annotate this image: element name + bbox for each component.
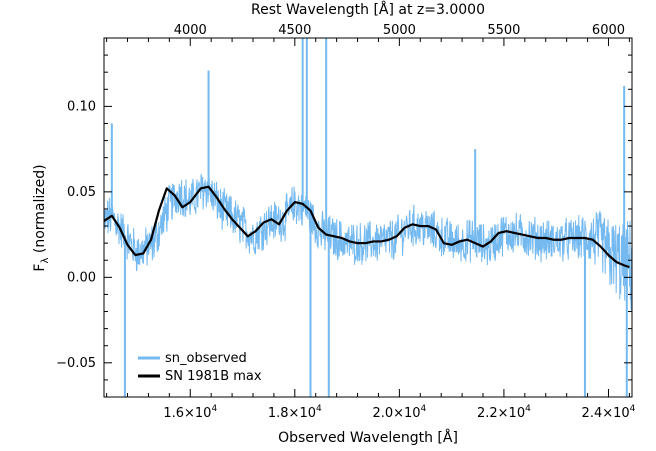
top-axis-title: Rest Wavelength [Å] at z=3.0000 <box>251 1 485 18</box>
x-axis-title: Observed Wavelength [Å] <box>278 429 458 446</box>
y-tick-label: 0.05 <box>67 185 96 200</box>
x-tick-label: 2.0×104 <box>372 404 426 421</box>
y-tick-label: −0.05 <box>56 356 96 371</box>
top-tick-label: 4500 <box>278 23 311 38</box>
series-sn-1981b-max <box>104 185 630 269</box>
x-tick-label: 2.2×104 <box>477 404 531 421</box>
top-tick-label: 6000 <box>592 23 625 38</box>
x-tick-label: 1.6×104 <box>163 404 217 421</box>
legend: sn_observed SN 1981B max <box>138 351 262 384</box>
legend-label-sn-observed: sn_observed <box>165 351 247 366</box>
y-axis-title-main: F <box>32 264 48 272</box>
legend-label-sn-1981b: SN 1981B max <box>165 369 262 384</box>
y-tick-label: 0.00 <box>67 270 96 285</box>
series-sn-observed <box>104 174 632 311</box>
plot-area <box>103 37 633 398</box>
plot-frame <box>103 37 633 398</box>
x-tick-label: 2.4×104 <box>582 404 636 421</box>
top-tick-label: 5500 <box>487 23 520 38</box>
y-axis-title-subscript: λ <box>40 258 51 264</box>
y-axis-title-suffix: (normalized) <box>32 164 48 257</box>
y-tick-label: 0.10 <box>67 99 96 114</box>
y-axis-title: Fλ (normalized) <box>32 164 51 271</box>
top-tick-label: 4000 <box>174 23 207 38</box>
x-tick-label: 1.8×104 <box>268 404 322 421</box>
top-tick-label: 5000 <box>383 23 416 38</box>
axis-ticks <box>104 37 632 398</box>
tick-labels: 1.6×104 1.8×104 2.0×104 2.2×104 2.4×104 4000 4… <box>56 23 636 421</box>
